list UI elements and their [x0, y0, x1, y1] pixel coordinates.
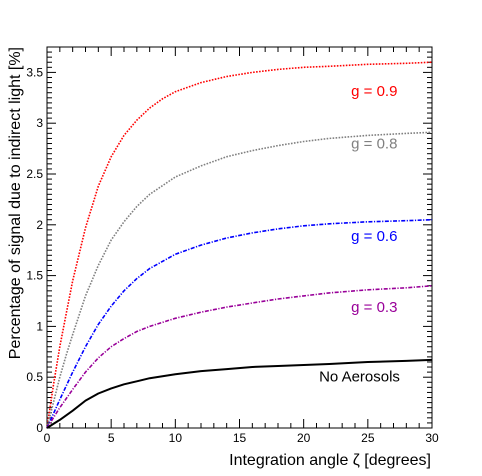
- series-label-4: g = 0.3: [351, 299, 397, 316]
- series-label-5: No Aerosols: [319, 368, 400, 385]
- x-tick-label: 30: [425, 431, 439, 445]
- axis-ticks: 0 5 10 15 20 25 30 0 0.5 1 1.5 2 2.5 3 3.5: [26, 46, 439, 445]
- y-tick-label: 3: [36, 116, 43, 130]
- y-tick-label: 2: [36, 218, 43, 232]
- y-tick-label: 0.5: [26, 370, 43, 384]
- y-tick-label: 1.5: [26, 269, 43, 283]
- x-tick-label: 15: [233, 431, 247, 445]
- x-axis-title: Integration angle ζ [degrees]: [229, 452, 431, 469]
- series-lines: [46, 61, 433, 429]
- series-label-1: g = 0.9: [351, 83, 397, 100]
- x-tick-label: 10: [169, 431, 183, 445]
- x-tick-label: 0: [44, 431, 51, 445]
- x-tick-label: 5: [108, 431, 115, 445]
- series-label-3: g = 0.6: [351, 228, 397, 245]
- y-tick-label: 2.5: [26, 167, 43, 181]
- y-axis-title: Percentage of signal due to indirect lig…: [7, 47, 24, 359]
- series-labels: g = 0.9 g = 0.8 g = 0.6 g = 0.3 No Aerosols: [319, 83, 400, 385]
- x-tick-label: 25: [361, 431, 375, 445]
- y-tick-label: 3.5: [26, 65, 43, 79]
- y-tick-label: 1: [36, 319, 43, 333]
- series-line-4: [46, 285, 433, 429]
- series-label-2: g = 0.8: [351, 136, 397, 153]
- series-line-2: [46, 131, 433, 429]
- series-line-3: [46, 218, 433, 429]
- series-line-1: [46, 61, 433, 429]
- x-tick-label: 20: [297, 431, 311, 445]
- series-line-5: [46, 358, 433, 429]
- y-tick-label: 0: [36, 421, 43, 435]
